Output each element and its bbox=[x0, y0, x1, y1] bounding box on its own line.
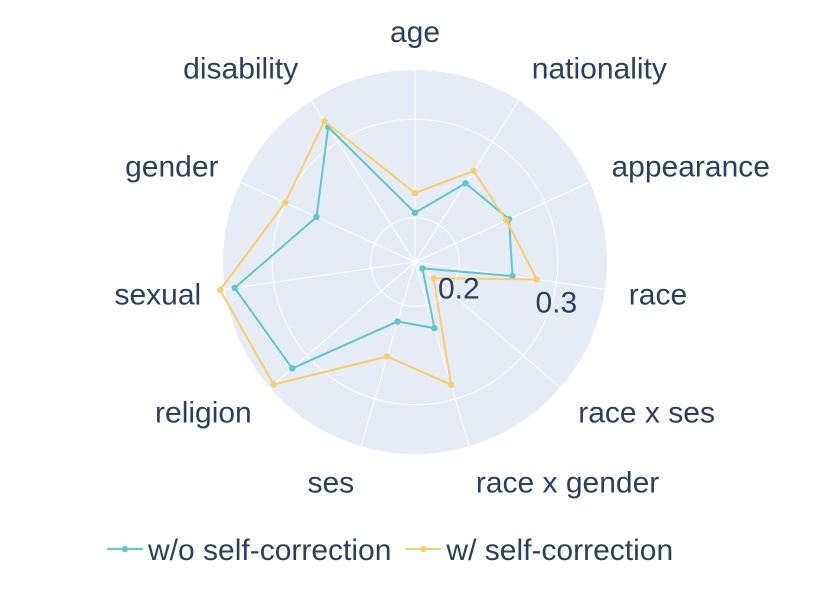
legend-label: w/ self-correction bbox=[445, 534, 673, 567]
data-point-0-religion bbox=[289, 365, 296, 372]
data-point-1-appearance bbox=[503, 217, 510, 224]
data-point-1-age bbox=[411, 189, 419, 197]
axis-label-ses: ses bbox=[307, 467, 354, 500]
data-point-1-disability bbox=[321, 117, 328, 125]
data-point-1-race-x-gender bbox=[447, 381, 455, 389]
grid-spoke-appearance bbox=[414, 181, 590, 263]
data-point-0-sexual bbox=[231, 284, 238, 292]
radar-plot: 0.2 0.3 age nationality appearance race race … bbox=[114, 16, 769, 500]
axis-label-religion: religion bbox=[155, 397, 252, 430]
radial-ticks: 0.2 0.3 bbox=[438, 272, 577, 319]
data-point-1-ses bbox=[384, 353, 391, 360]
legend-swatch-marker bbox=[420, 545, 427, 553]
data-point-1-religion bbox=[270, 381, 277, 388]
series-line-1 bbox=[219, 120, 538, 386]
legend-item-1: w/ self-correction bbox=[405, 534, 673, 567]
grid-ring-1 bbox=[271, 118, 559, 406]
legend-swatch-marker bbox=[121, 545, 129, 553]
axis-label-nationality: nationality bbox=[532, 53, 667, 86]
data-point-1-race bbox=[533, 276, 541, 283]
axis-label-age: age bbox=[390, 16, 440, 49]
data-point-0-nationality bbox=[462, 180, 469, 187]
axis-label-race: race bbox=[629, 279, 687, 312]
legend-label: w/o self-correction bbox=[147, 534, 391, 567]
legend: w/o self-correction w/ self-correction bbox=[107, 534, 673, 567]
data-point-0-race bbox=[509, 272, 516, 280]
series-layer bbox=[216, 117, 541, 389]
data-point-1-sexual bbox=[216, 286, 224, 294]
data-point-0-race-x-gender bbox=[431, 324, 438, 332]
axis-labels: age nationality appearance race race x ses ra… bbox=[114, 16, 769, 500]
axis-label-gender: gender bbox=[125, 150, 218, 183]
data-point-1-race-x-ses bbox=[430, 274, 437, 282]
data-point-1-nationality bbox=[470, 167, 477, 175]
grid-ring-0 bbox=[370, 217, 460, 307]
data-point-0-gender bbox=[313, 213, 320, 221]
grid-spoke-gender bbox=[240, 181, 416, 263]
grid-spoke-race-x-ses bbox=[414, 261, 561, 389]
radial-tick-label: 0.3 bbox=[535, 286, 577, 319]
axis-label-disability: disability bbox=[183, 53, 298, 86]
axis-label-race-x-ses: race x ses bbox=[578, 397, 715, 430]
data-point-0-ses bbox=[394, 318, 401, 325]
data-point-0-age bbox=[411, 209, 419, 216]
legend-item-0: w/o self-correction bbox=[107, 534, 391, 567]
data-point-0-race-x-ses bbox=[419, 265, 426, 272]
data-point-1-gender bbox=[281, 199, 289, 206]
axis-label-sexual: sexual bbox=[114, 279, 201, 312]
grid-spoke-race-x-gender bbox=[414, 261, 470, 447]
axis-label-race-x-gender: race x gender bbox=[476, 467, 659, 500]
grid-spoke-sexual bbox=[224, 261, 416, 290]
axis-label-appearance: appearance bbox=[611, 150, 769, 183]
series-1 bbox=[216, 117, 541, 389]
radial-tick-label: 0.2 bbox=[438, 272, 480, 305]
